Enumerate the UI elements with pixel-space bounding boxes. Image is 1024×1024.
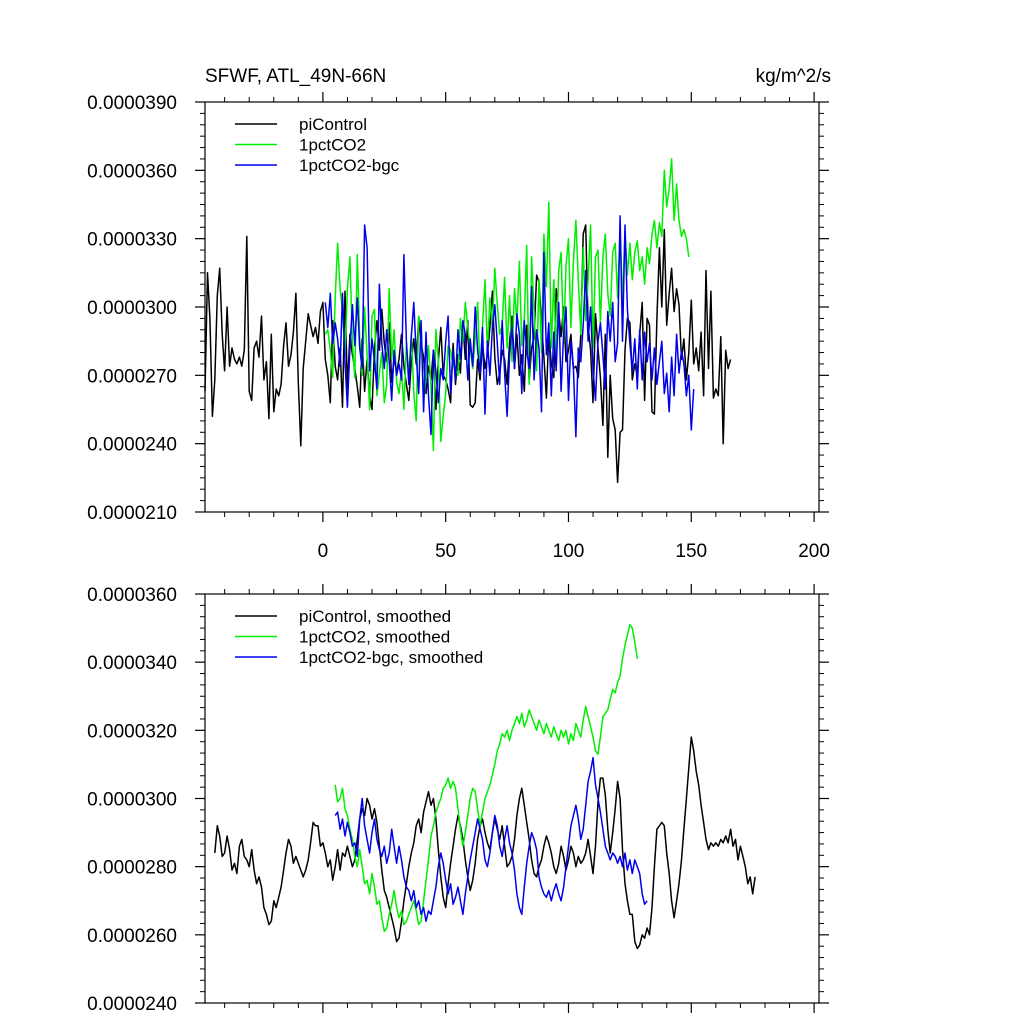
x-tick-label: 100 xyxy=(553,541,585,562)
x-tick-label: 200 xyxy=(798,541,830,562)
series-line xyxy=(204,224,732,484)
y-tick-label: 0.0000260 xyxy=(87,926,177,947)
legend-label: 1pctCO2 xyxy=(299,136,366,155)
x-tick-label: 150 xyxy=(675,541,707,562)
series-line xyxy=(324,158,690,452)
y-tick-label: 0.0000240 xyxy=(87,435,177,456)
plot-frame xyxy=(204,593,820,1004)
y-tick-label: 0.0000320 xyxy=(87,721,177,742)
y-tick-label: 0.0000390 xyxy=(87,93,177,114)
bottom-panel-smoothed-series: 0.0000240 0.0000260 0.0000280 0.0000300 0.00… xyxy=(87,584,829,1015)
series-line xyxy=(324,215,695,438)
series-line xyxy=(334,756,648,922)
plot-frame xyxy=(204,101,820,513)
y-tick-label: 0.0000300 xyxy=(87,790,177,811)
x-tick-label: 50 xyxy=(435,541,456,562)
legend-label: piControl, smoothed xyxy=(299,607,451,626)
y-tick-label: 0.0000330 xyxy=(87,230,177,251)
top-panel-raw-series: 0.0000210 0.0000240 0.0000270 0.0000300 0.00… xyxy=(87,92,830,562)
legend-label: 1pctCO2-bgc xyxy=(299,156,400,175)
legend-label: 1pctCO2-bgc, smoothed xyxy=(299,648,483,667)
y-tick-label: 0.0000210 xyxy=(87,503,177,524)
y-tick-label: 0.0000240 xyxy=(87,994,177,1015)
y-tick-label: 0.0000300 xyxy=(87,298,177,319)
y-tick-label: 0.0000360 xyxy=(87,161,177,182)
y-tick-label: 0.0000340 xyxy=(87,653,177,674)
y-tick-label: 0.0000280 xyxy=(87,858,177,879)
x-tick-label: 0 xyxy=(318,541,329,562)
legend-label: 1pctCO2, smoothed xyxy=(299,628,450,647)
legend-label: piControl xyxy=(299,115,367,134)
y-tick-label: 0.0000360 xyxy=(87,585,177,606)
y-tick-label: 0.0000270 xyxy=(87,366,177,387)
figure-unit-label: kg/m^2/s xyxy=(756,66,831,87)
series-line xyxy=(214,736,756,950)
figure-title: SFWF, ATL_49N-66N xyxy=(205,66,386,87)
series-line xyxy=(334,623,639,933)
